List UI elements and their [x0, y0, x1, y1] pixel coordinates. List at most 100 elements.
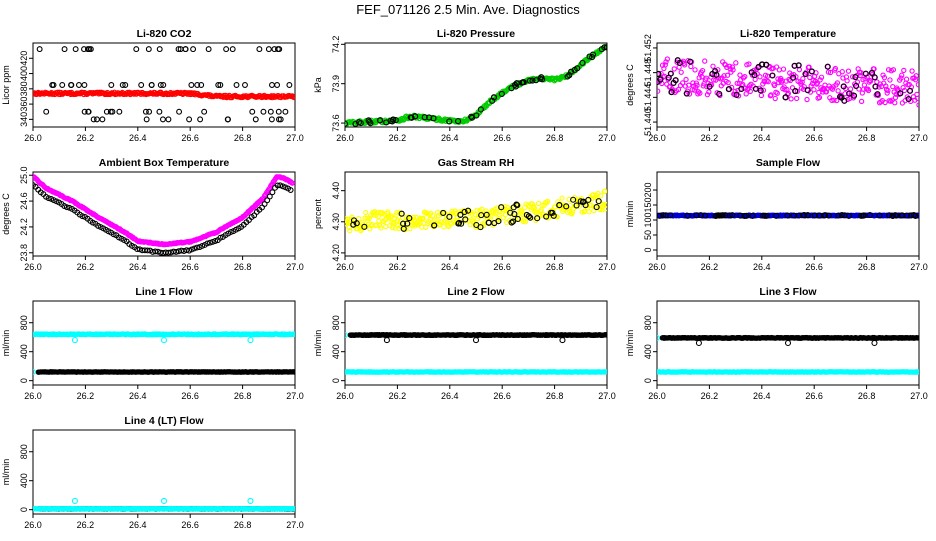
point-diagnostic: [139, 83, 144, 88]
point-diagnostic: [62, 47, 67, 52]
y-tick-label: 800: [331, 315, 341, 330]
point-primary: [773, 96, 777, 100]
y-tick-label: 800: [19, 315, 29, 330]
x-tick-label: 26.8: [234, 520, 252, 530]
y-tick-label: 400: [643, 344, 653, 359]
point-diagnostic: [187, 117, 192, 122]
point-primary: [910, 69, 914, 73]
point-primary: [473, 212, 477, 216]
point-primary: [377, 219, 381, 223]
point-diagnostic: [146, 47, 151, 52]
point-flow: [696, 341, 701, 346]
y-tick-label: 0: [643, 378, 653, 383]
panel-title: Sample Flow: [756, 157, 821, 169]
point-diagnostic: [224, 47, 229, 52]
panel-title: Ambient Box Temperature: [99, 157, 230, 169]
y-tick-label: 380: [19, 81, 29, 96]
point-diagnostic: [166, 117, 171, 122]
point-flow: [384, 338, 389, 343]
panel-title: Line 4 (LT) Flow: [124, 415, 204, 427]
plot-marks: [343, 189, 609, 233]
point-primary: [893, 101, 897, 105]
y-axis-label: degrees C: [1, 193, 11, 235]
y-tick-label: 4.40: [331, 182, 341, 200]
x-tick-label: 27.0: [910, 262, 928, 272]
point-diagnostic: [250, 109, 255, 114]
x-tick-label: 26.4: [441, 133, 459, 143]
panel-title: Li-820 Temperature: [740, 28, 836, 40]
point-active: [162, 338, 167, 343]
x-tick-label: 27.0: [910, 391, 928, 401]
point-diagnostic: [243, 83, 248, 88]
x-tick-label: 26.2: [77, 262, 95, 272]
plot-marks: [655, 335, 922, 374]
figure-title: FEF_071126 2.5 Min. Ave. Diagnostics: [0, 2, 936, 17]
point-diagnostic: [230, 47, 235, 52]
plot-marks: [31, 332, 298, 375]
y-axis-label: Licor ppm: [1, 65, 11, 105]
x-tick-label: 26.6: [493, 391, 511, 401]
y-tick-label: 73.9: [331, 75, 341, 93]
point-diagnostic: [283, 109, 288, 114]
x-tick-label: 26.8: [234, 391, 252, 401]
x-tick-label: 26.0: [336, 391, 354, 401]
plot-marks: [31, 175, 295, 256]
y-tick-label: 0: [643, 247, 653, 252]
y-tick-label: 400: [331, 344, 341, 359]
point-diagnostic: [100, 117, 105, 122]
y-axis-label: ml/min: [625, 330, 635, 357]
x-tick-label: 26.0: [336, 133, 354, 143]
y-tick-label: 0: [19, 507, 29, 512]
y-tick-label: 4.20: [331, 244, 341, 262]
point-primary: [891, 85, 895, 89]
point-diagnostic: [253, 117, 258, 122]
x-tick-label: 26.0: [24, 520, 42, 530]
x-tick-label: 26.6: [181, 262, 199, 272]
point-primary: [916, 83, 920, 87]
x-tick-label: 26.8: [546, 133, 564, 143]
x-tick-label: 26.4: [129, 262, 147, 272]
point-diagnostic: [191, 47, 196, 52]
point-primary: [812, 88, 816, 92]
point-primary: [848, 87, 852, 91]
point-primary: [777, 68, 781, 72]
y-tick-label: 74.2: [331, 36, 341, 54]
x-tick-label: 27.0: [598, 391, 616, 401]
point-active: [248, 338, 253, 343]
point-diagnostic: [161, 117, 166, 122]
y-tick-label: 420: [19, 51, 29, 66]
panel-title: Li-820 CO2: [137, 28, 192, 40]
y-tick-label: 340: [19, 112, 29, 127]
point-diagnostic: [275, 83, 280, 88]
point-primary: [805, 97, 809, 101]
point-primary: [684, 77, 688, 81]
point-diagnostic: [266, 47, 271, 52]
point-diagnostic: [234, 83, 239, 88]
plot-marks: [343, 333, 609, 375]
x-tick-label: 26.0: [648, 391, 666, 401]
y-axis-label: ml/min: [1, 459, 11, 486]
point-primary: [795, 96, 799, 100]
point-diagnostic: [257, 47, 262, 52]
point-primary: [711, 64, 715, 68]
y-tick-label: 24.2: [19, 218, 29, 236]
y-axis-label: degrees C: [625, 64, 635, 106]
x-tick-label: 26.8: [546, 262, 564, 272]
x-tick-label: 26.2: [701, 391, 719, 401]
point-primary: [364, 210, 368, 214]
point-diagnostic: [134, 47, 139, 52]
x-tick-label: 26.6: [181, 520, 199, 530]
y-tick-label: 51.448: [643, 59, 653, 87]
y-tick-label: 73.6: [331, 114, 341, 132]
point-primary: [656, 89, 660, 93]
point-active: [72, 338, 77, 343]
plot-marks: [655, 213, 921, 219]
y-tick-label: 25.0: [19, 166, 29, 184]
y-tick-label: 24.6: [19, 192, 29, 210]
